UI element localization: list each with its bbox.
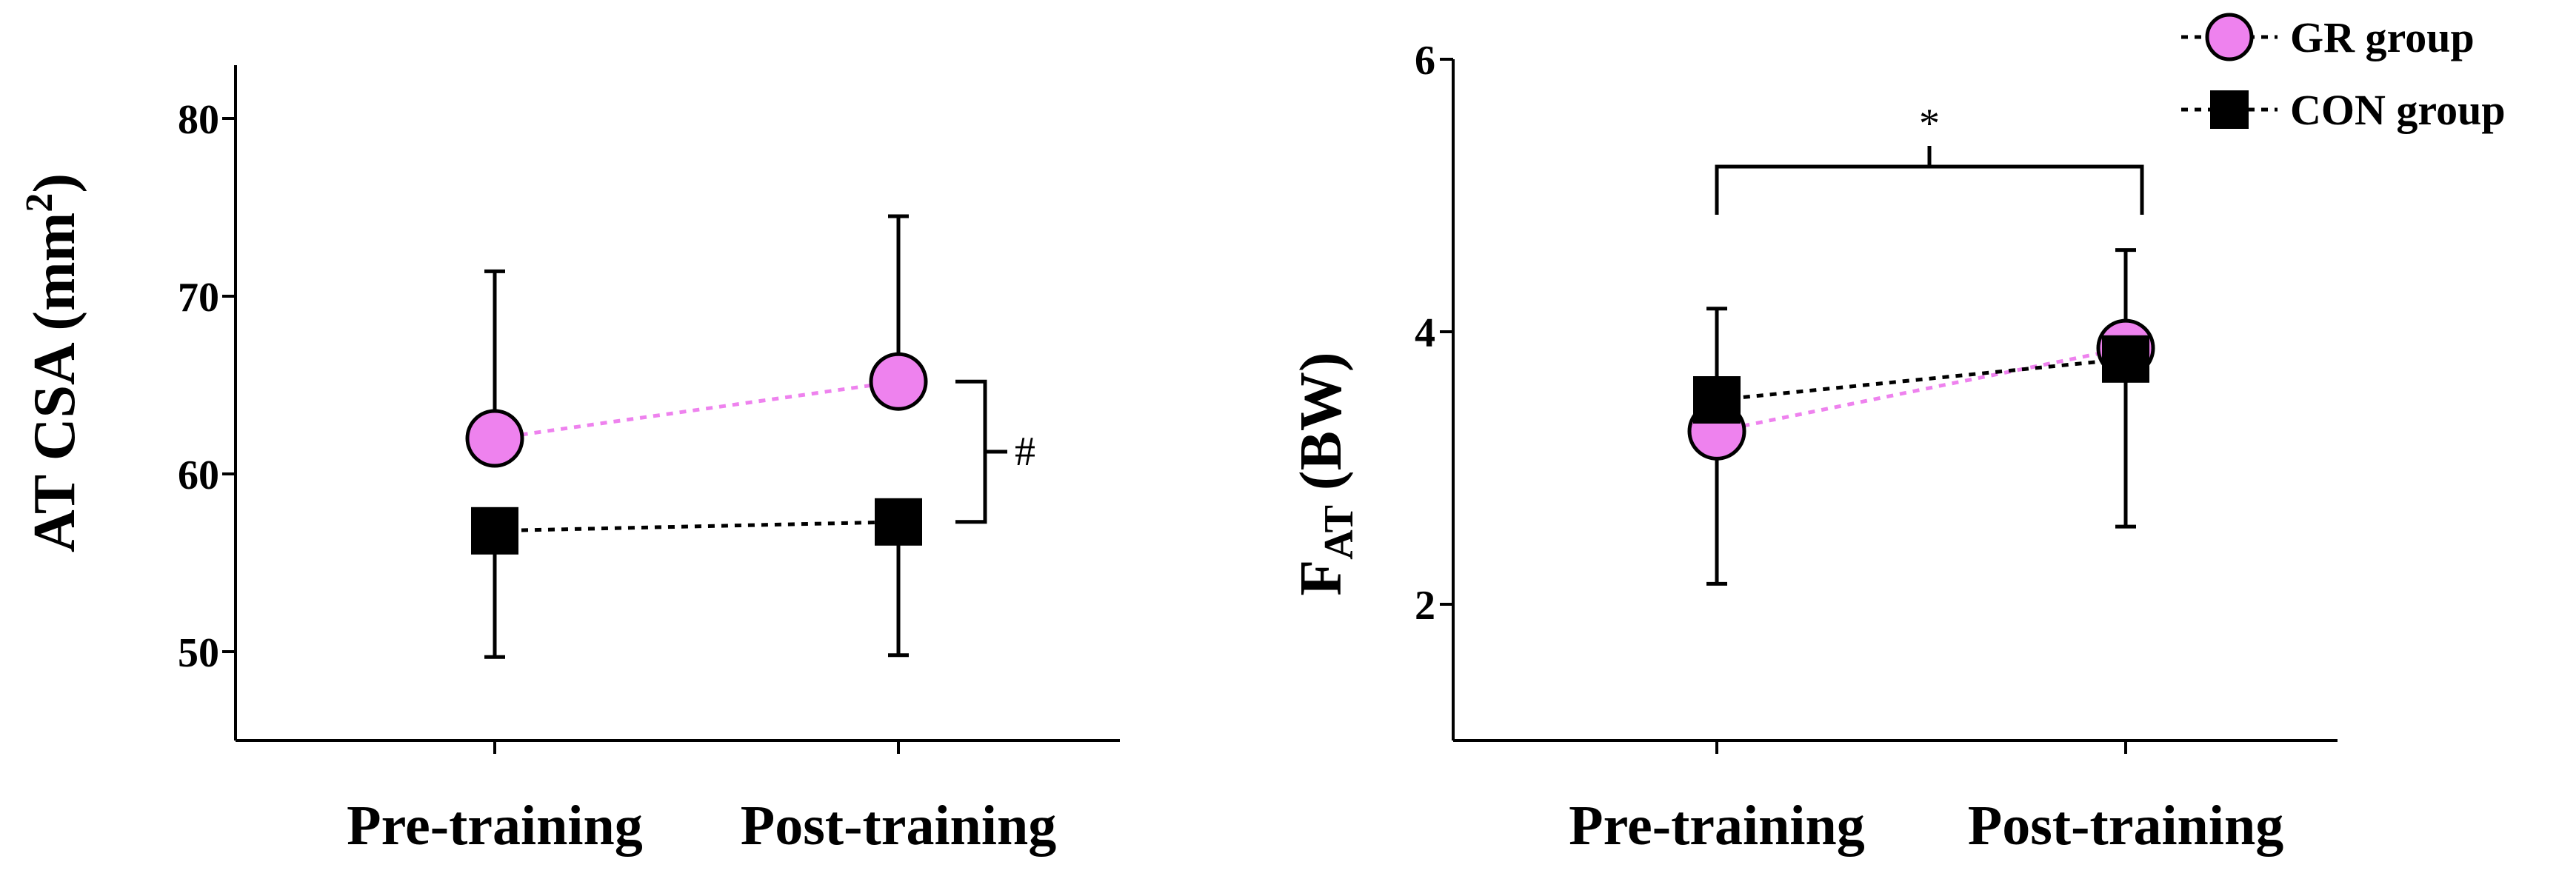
legend-label-gr: GR group [2290, 13, 2475, 61]
left-y-axis-title-sup: 2 [19, 193, 61, 213]
left-tick-label-1: 60 [178, 452, 219, 498]
right-y-axis-title-main: F [1289, 560, 1354, 596]
right-ticks [1440, 58, 2127, 754]
right-chart: 2 4 6 Pre-training Post-training FAT (BW… [1289, 38, 2338, 857]
right-significance-star: * [1919, 101, 1940, 147]
left-bracket [955, 379, 1007, 524]
left-chart: 50 60 70 80 Pre-training Post-training A… [19, 65, 1120, 857]
right-tick-label-1: 4 [1415, 310, 1435, 356]
left-tick-label-0: 50 [178, 630, 219, 676]
right-line-con [1716, 357, 2126, 402]
left-significance-hash: # [1015, 429, 1035, 475]
left-series-lines [494, 379, 899, 533]
legend-marker-con [2210, 90, 2249, 129]
right-y-axis-title-sub: AT [1316, 505, 1362, 560]
left-marker-con-post [875, 498, 922, 546]
right-tick-label-0: 2 [1415, 583, 1435, 629]
left-marker-gr-post [869, 352, 928, 411]
left-errorbars [484, 214, 909, 659]
legend: GR group CON group [2181, 13, 2506, 134]
right-axes [1452, 59, 2338, 742]
left-line-con [494, 520, 899, 533]
left-axes [234, 65, 1120, 742]
right-category-label-post: Post-training [1968, 795, 2283, 857]
left-category-label-post: Post-training [741, 795, 1056, 857]
left-marker-con-pre [471, 507, 518, 555]
right-tick-label-2: 6 [1415, 38, 1435, 84]
legend-label-con: CON group [2290, 86, 2506, 134]
left-y-axis-title-main: AT CSA (mm [22, 213, 87, 552]
right-bracket [1715, 146, 2144, 215]
left-tick-label-3: 80 [178, 97, 219, 143]
left-bracket-path [955, 379, 987, 524]
left-category-label-pre: Pre-training [347, 795, 643, 857]
left-line-gr [494, 379, 899, 441]
right-y-axis-title-rest: (BW) [1289, 352, 1354, 505]
left-marker-gr-pre [465, 409, 524, 468]
right-marker-con-post [2102, 335, 2149, 383]
right-errorbars [1706, 248, 2136, 586]
legend-swatches [2181, 13, 2278, 129]
right-markers [1687, 318, 2155, 461]
right-y-axis-title: FAT (BW) [1289, 352, 1362, 595]
left-y-axis-title: AT CSA (mm2) [19, 173, 87, 552]
left-y-axis-title-close: ) [22, 173, 87, 193]
left-markers [465, 352, 928, 555]
right-bracket-path [1715, 164, 2144, 215]
right-category-label-pre: Pre-training [1569, 795, 1865, 857]
right-line-gr [1716, 346, 2126, 433]
left-tick-label-2: 70 [178, 275, 219, 321]
left-ticks [222, 117, 900, 754]
right-series-lines [1716, 346, 2126, 433]
legend-marker-gr [2205, 13, 2254, 61]
right-marker-con-pre [1693, 376, 1741, 424]
